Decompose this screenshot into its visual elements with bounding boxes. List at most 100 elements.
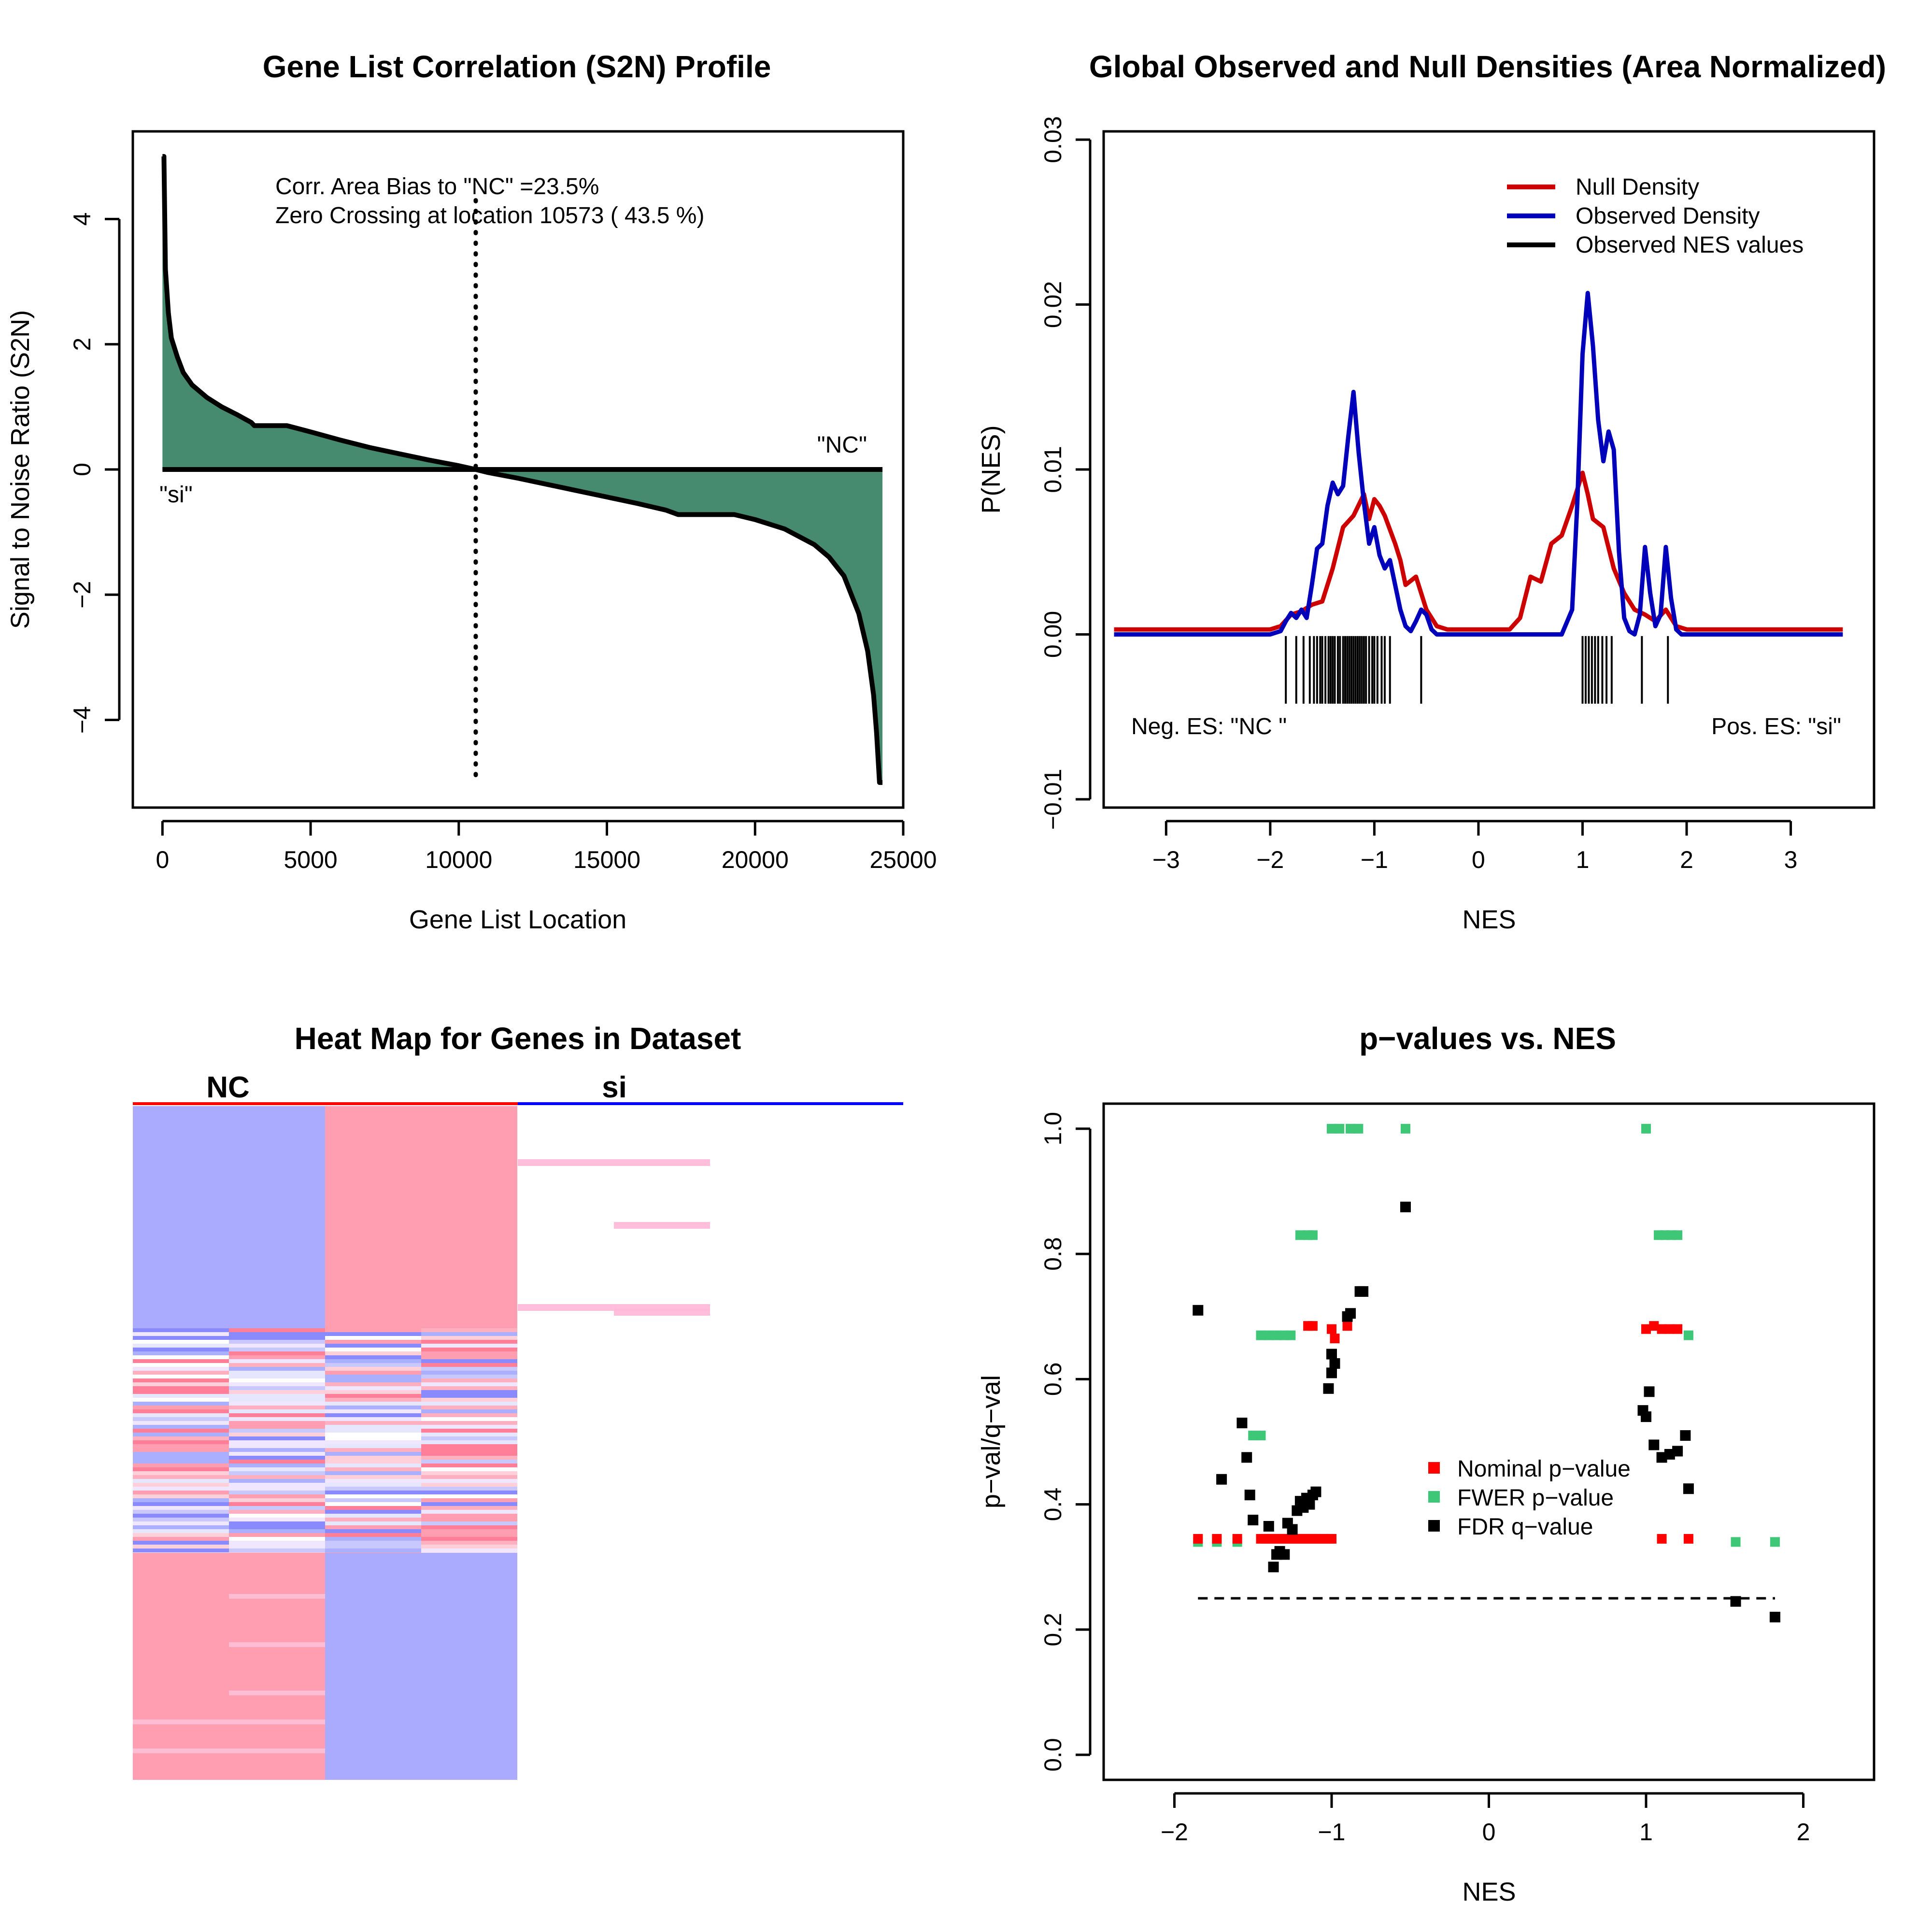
heatmap-row <box>421 1529 517 1533</box>
density-y-tick-label: 0.01 <box>1039 446 1066 493</box>
density-y-axis: −0.01 0.00 0.01 0.02 0.03 <box>1039 116 1092 830</box>
fdr-qvalue-point <box>1323 1383 1334 1394</box>
heatmap-row <box>229 1351 325 1355</box>
heatmap-row <box>133 1521 229 1525</box>
heatmap-row <box>133 1386 229 1390</box>
fwer-pvalue-point <box>1641 1123 1651 1134</box>
heatmap-row <box>133 1398 229 1402</box>
heatmap-row <box>614 1222 710 1229</box>
heatmap-row <box>325 1371 421 1375</box>
heatmap-row <box>421 1467 517 1471</box>
heatmap-row <box>229 1402 325 1406</box>
heatmap-row <box>421 1351 517 1355</box>
nominal-pvalue-point <box>1342 1321 1352 1331</box>
density-x-tick-label: 2 <box>1680 846 1693 873</box>
heatmap-row <box>421 1425 517 1429</box>
legend-swatch-fwer <box>1428 1491 1440 1503</box>
s2n-x-tick-label: 25000 <box>869 846 937 873</box>
nominal-pvalue-point <box>1649 1321 1659 1331</box>
pvalue-y-tick-label: 0.8 <box>1039 1237 1066 1271</box>
heatmap-row <box>133 1371 229 1375</box>
nominal-pvalue-point <box>1664 1324 1675 1334</box>
heatmap-row <box>325 1351 421 1355</box>
heatmap-row <box>133 1421 229 1425</box>
heatmap-row <box>133 1328 229 1332</box>
heatmap-row <box>325 1332 421 1336</box>
right-end-label: "NC" <box>817 432 867 458</box>
heatmap-row <box>325 1463 421 1467</box>
pvalue-y-tick-label: 0.0 <box>1039 1738 1066 1772</box>
heatmap-row <box>325 1429 421 1433</box>
heatmap-row <box>229 1417 325 1421</box>
heatmap-row <box>229 1398 325 1402</box>
heatmap-row <box>325 1340 421 1344</box>
density-lines-layer <box>1114 291 1843 637</box>
fwer-pvalue-point <box>1400 1123 1410 1134</box>
heatmap-cells <box>133 1106 710 1780</box>
density-x-tick-label: 0 <box>1472 846 1485 873</box>
s2n-y-tick-label: 4 <box>69 213 96 226</box>
s2n-y-axis-label: Signal to Noise Ratio (S2N) <box>6 310 35 629</box>
density-y-tick-label: 0.00 <box>1039 611 1066 658</box>
heatmap-row <box>229 1421 325 1425</box>
density-chart-title: Global Observed and Null Densities (Area… <box>1089 49 1886 84</box>
heatmap-row <box>133 1502 229 1506</box>
heatmap-row <box>421 1444 517 1448</box>
fdr-qvalue-point <box>1216 1474 1227 1485</box>
fdr-qvalue-point <box>1400 1201 1411 1212</box>
density-legend: Null Density Observed Density Observed N… <box>1507 174 1804 258</box>
heatmap-row <box>421 1413 517 1417</box>
heatmap-row <box>133 1467 229 1471</box>
heatmap-row <box>229 1525 325 1529</box>
heatmap-row <box>133 1514 229 1518</box>
heatmap-row <box>325 1375 421 1378</box>
heatmap-row <box>133 1498 229 1502</box>
heatmap-row <box>229 1452 325 1456</box>
s2n-profile-panel: Gene List Correlation (S2N) Profile Corr… <box>6 49 937 934</box>
heatmap-row <box>229 1642 325 1647</box>
heatmap-row <box>325 1394 421 1398</box>
heatmap-row <box>421 1348 517 1351</box>
heatmap-row <box>229 1498 325 1502</box>
nominal-pvalue-point <box>1657 1324 1667 1334</box>
heatmap-row <box>421 1359 517 1363</box>
heatmap-row <box>229 1521 325 1525</box>
heatmap-row <box>325 1359 421 1363</box>
legend-label-observed: Observed Density <box>1576 203 1760 229</box>
heatmap-row <box>133 1436 229 1440</box>
heatmap-row <box>325 1510 421 1514</box>
pvalue-panel: p−values vs. NES Nominal p−value FWER p−… <box>977 1021 1875 1906</box>
heatmap-row <box>421 1421 517 1425</box>
heatmap-row <box>229 1494 325 1498</box>
pvalue-y-tick-label: 0.4 <box>1039 1488 1066 1521</box>
pvalue-legend: Nominal p−value FWER p−value FDR q−value <box>1428 1456 1631 1540</box>
heatmap-row <box>229 1460 325 1463</box>
nominal-pvalue-point <box>1330 1334 1340 1344</box>
heatmap-row <box>133 1748 325 1753</box>
fdr-qvalue-point <box>1304 1499 1315 1510</box>
heatmap-row <box>325 1529 421 1533</box>
heatmap-row <box>421 1402 517 1406</box>
legend-label-null: Null Density <box>1576 174 1699 200</box>
heatmap-row <box>133 1529 229 1533</box>
s2n-x-tick-label: 0 <box>156 846 169 873</box>
heatmap-row <box>421 1525 517 1529</box>
heatmap-row <box>325 1444 421 1448</box>
heatmap-row <box>229 1429 325 1433</box>
pvalue-y-tick-label: 0.2 <box>1039 1613 1066 1647</box>
heatmap-row <box>421 1371 517 1375</box>
pvalue-x-tick-label: 0 <box>1482 1818 1496 1846</box>
heatmap-row <box>325 1541 421 1545</box>
heatmap-row <box>133 1402 229 1406</box>
fwer-pvalue-point <box>1770 1537 1780 1547</box>
heatmap-row <box>421 1506 517 1510</box>
heatmap-row <box>229 1594 325 1599</box>
s2n-chart-title: Gene List Correlation (S2N) Profile <box>263 49 771 84</box>
heatmap-row <box>133 1463 229 1467</box>
fwer-pvalue-point <box>1264 1330 1274 1340</box>
heatmap-row <box>229 1363 325 1367</box>
heatmap-row <box>325 1386 421 1390</box>
heatmap-row <box>325 1421 421 1425</box>
heatmap-row <box>325 1413 421 1417</box>
heatmap-row <box>229 1348 325 1351</box>
